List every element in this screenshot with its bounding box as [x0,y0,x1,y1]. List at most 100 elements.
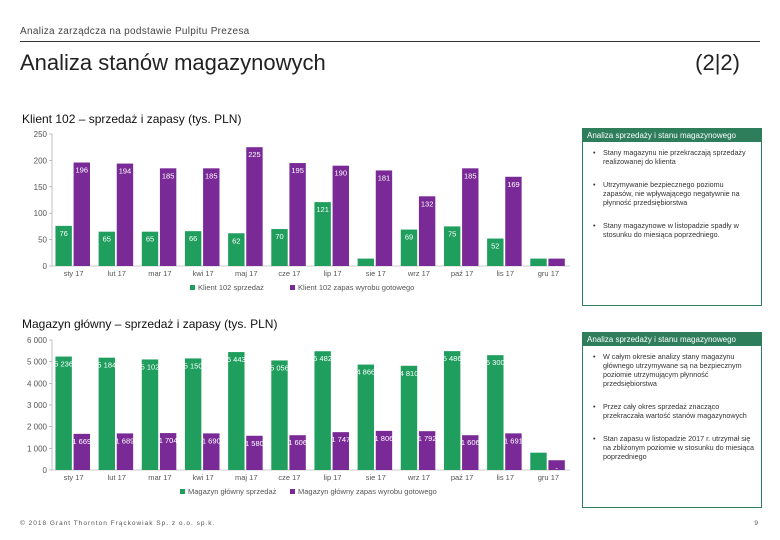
data-label: 1 806 [375,434,394,443]
x-tick-label: cze 17 [278,473,300,482]
panel-1-title: Analiza sprzedaży i stanu magazynowego [583,129,761,142]
panel-1-bullet: • Utrzymywanie bezpiecznego poziomu zapas… [593,180,740,207]
y-tick-label: 4 000 [27,379,48,388]
x-tick-label: mar 17 [148,473,171,482]
y-tick-label: 50 [38,236,47,245]
data-label: 5 300 [486,358,505,367]
x-tick-label: lis 17 [496,269,514,278]
data-label: 181 [378,173,391,182]
legend-swatch [190,285,195,290]
y-tick-label: 100 [34,209,48,218]
y-tick-label: 2 000 [27,423,48,432]
bar-sales [271,229,288,266]
bar-sales [314,351,331,470]
data-label: 62 [232,236,240,245]
bar-stock [203,433,220,470]
x-tick-label: gru 17 [538,473,559,482]
x-tick-label: maj 17 [235,473,258,482]
data-label: 1 606 [288,438,307,447]
data-label: 5 102 [141,362,160,371]
legend-label: Magazyn główny sprzedaż [188,487,277,496]
data-label: 185 [464,171,477,180]
panel-1-bullet: • Stany magazynu nie przekraczają sprzeda… [593,148,746,166]
header-rule [20,41,760,42]
bar-stock [548,460,565,470]
y-tick-label: 0 [43,466,48,475]
panel-2-bullet: • Przez cały okres sprzedaż znacząco prze… [593,402,747,420]
section1-heading: Klient 102 – sprzedaż i zapasy (tys. PLN… [22,112,242,126]
chart-klient-102: 0 50 100 150 200 250 76 196 sty 17 65 194 lut 17 65 1… [34,130,570,292]
bar-stock [462,168,479,266]
y-tick-label: 150 [34,183,48,192]
bar-stock [159,433,177,470]
bar-sales [55,356,72,470]
data-label: 1 690 [202,436,221,445]
footer-copyright: © 2018 Grant Thornton Frąckowiak Sp. z o… [20,520,216,527]
bar-sales [228,352,245,470]
bar-sales [487,238,504,266]
data-label: 5 482 [313,354,332,363]
x-tick-label: kwi 17 [192,269,213,278]
data-label: 5 236 [54,360,73,369]
y-tick-label: 6 000 [27,336,48,345]
bar-stock [246,435,263,470]
panel-2-bullet: • W całym okresie analizy stany magazynu … [593,352,742,388]
x-tick-label: paź 17 [451,269,474,278]
data-label: 65 [146,235,154,244]
bar-stock [203,168,220,266]
data-label: 4 810 [400,369,419,378]
data-label: 169 [507,180,520,189]
page-indicator: (2|2) [695,50,740,75]
data-label: 5 150 [184,361,203,370]
bar-sales [443,351,461,470]
x-tick-label: maj 17 [235,269,258,278]
y-tick-label: 5 000 [27,358,48,367]
x-tick-label: lis 17 [496,473,514,482]
data-label: 52 [491,242,499,251]
bar-sales [98,231,116,266]
legend-label: Magazyn główny zapas wyrobu gotowego [298,487,437,496]
data-label: 75 [448,229,456,238]
bar-sales [530,452,547,470]
bar-stock [505,433,522,470]
bar-sales [228,233,245,266]
legend-swatch [290,489,295,494]
x-tick-label: wrz 17 [407,473,430,482]
bar-stock [332,165,349,266]
footer-page-number: 9 [754,520,758,527]
bar-sales [357,258,375,266]
x-tick-label: lut 17 [108,473,126,482]
data-label: 76 [59,229,67,238]
data-label: 69 [405,233,413,242]
analysis-panel-2: Analiza sprzedaży i stanu magazynowego •… [582,332,762,508]
panel-2-bullet: • Stan zapasu w listopadzie 2017 r. utrzy… [593,434,755,461]
data-label: 4 866 [356,368,375,377]
bar-stock [73,433,90,470]
data-label: 5 443 [227,355,246,364]
bar-stock [73,162,90,266]
x-tick-label: sty 17 [64,269,84,278]
bar-stock [462,435,479,470]
legend-swatch [180,489,185,494]
chart-magazyn-glowny: 0 1 000 2 000 3 000 4 000 5 000 6 000 5 236 1 66… [27,336,570,496]
bar-sales [530,258,547,266]
bar-sales [487,355,504,470]
bar-sales [141,231,159,266]
bar-stock [289,163,306,266]
data-label: 5 056 [270,363,289,372]
analysis-panel-1: Analiza sprzedaży i stanu magazynowego •… [582,128,762,306]
bar-sales [443,226,461,266]
x-tick-label: gru 17 [538,269,559,278]
x-tick-label: cze 17 [278,269,300,278]
y-tick-label: 250 [34,130,48,139]
section2-heading: Magazyn główny – sprzedaż i zapasy (tys.… [22,317,278,331]
data-label: 70 [275,232,283,241]
bar-sales [314,202,331,266]
data-label: 185 [162,171,175,180]
x-tick-label: sie 17 [366,473,386,482]
x-tick-label: lip 17 [324,473,342,482]
bar-stock [289,435,306,470]
data-label: 1 580 [245,439,264,448]
data-label: 225 [248,150,261,159]
